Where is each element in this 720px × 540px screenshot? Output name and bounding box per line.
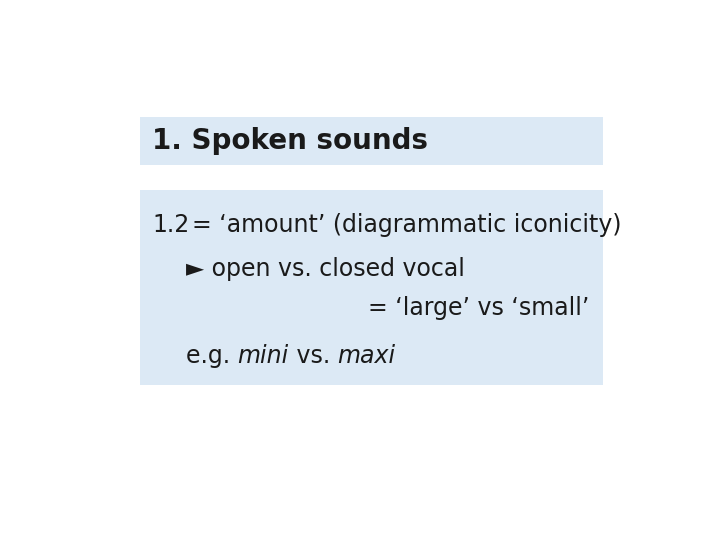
Text: ► open vs. closed vocal: ► open vs. closed vocal — [186, 256, 465, 281]
Text: 1.2: 1.2 — [153, 213, 190, 237]
Text: vs.: vs. — [289, 344, 338, 368]
Text: = ‘large’ vs ‘small’: = ‘large’ vs ‘small’ — [368, 296, 590, 320]
Text: mini: mini — [238, 344, 289, 368]
FancyBboxPatch shape — [140, 190, 603, 385]
Text: = ‘amount’ (diagrammatic iconicity): = ‘amount’ (diagrammatic iconicity) — [192, 213, 621, 237]
FancyBboxPatch shape — [140, 117, 603, 165]
Text: 1. Spoken sounds: 1. Spoken sounds — [153, 127, 428, 154]
Text: maxi: maxi — [338, 344, 396, 368]
Text: e.g.: e.g. — [186, 344, 238, 368]
